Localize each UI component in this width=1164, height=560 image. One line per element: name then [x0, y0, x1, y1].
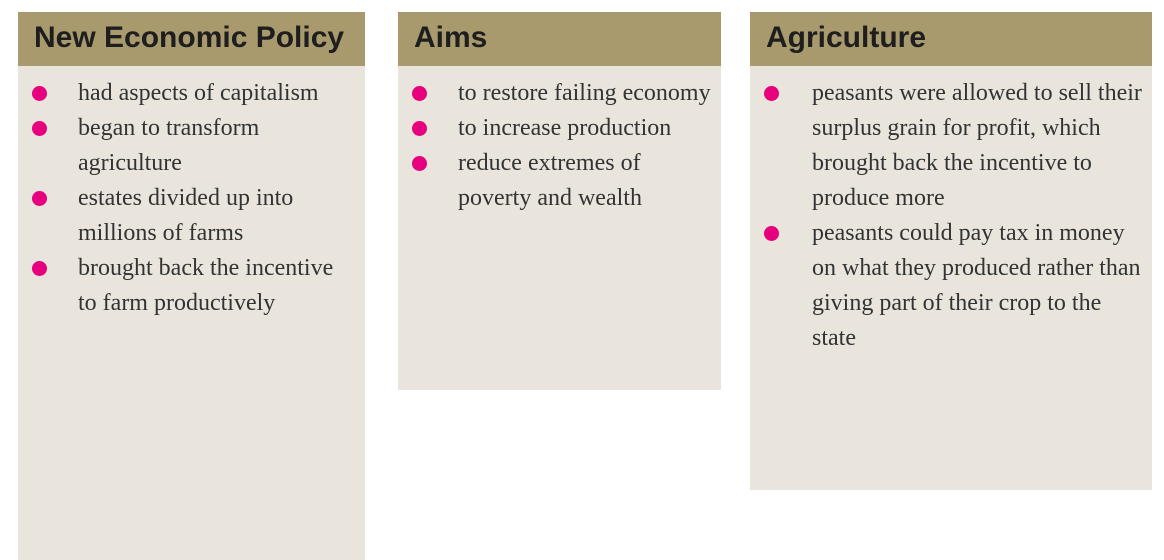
bullet-text: began to transform agriculture — [78, 115, 260, 176]
bullet-text: reduce extremes of poverty and wealth — [458, 150, 642, 211]
bullet — [32, 261, 47, 276]
info-box: New Economic Policy had aspects of capita… — [18, 12, 365, 560]
bullet — [764, 86, 779, 101]
bullet-list: peasants were allowed to sell their surp… — [750, 66, 1152, 356]
bullet — [764, 226, 779, 241]
bullet — [32, 191, 47, 206]
bullet-text: estates divided up into millions of farm… — [78, 185, 294, 246]
bullet-text: to restore failing economy — [458, 80, 711, 106]
bullet-item: to restore failing economy — [398, 76, 721, 111]
box-title: Agriculture — [750, 12, 1152, 66]
bullet-item: reduce extremes of poverty and wealth — [398, 146, 721, 216]
bullet-item: began to transform agriculture — [18, 111, 365, 181]
bullet-item: peasants could pay tax in money on what … — [750, 216, 1152, 356]
bullet-text: to increase production — [458, 115, 672, 141]
bullet — [412, 86, 427, 101]
box-title: Aims — [398, 12, 721, 66]
bullet-text: peasants were allowed to sell their surp… — [812, 80, 1142, 211]
bullet-text: peasants could pay tax in money on what … — [812, 220, 1141, 351]
bullet-item: to increase production — [398, 111, 721, 146]
bullet — [32, 86, 47, 101]
bullet-list: to restore failing economy to increase pr… — [398, 66, 721, 216]
bullet-text: brought back the incentive to farm produ… — [78, 255, 334, 316]
bullet-text: had aspects of capitalism — [78, 80, 319, 106]
info-box: Agriculture peasants were allowed to sell… — [750, 12, 1152, 490]
bullet-list: had aspects of capitalism began to transf… — [18, 66, 365, 321]
bullet-item: peasants were allowed to sell their surp… — [750, 76, 1152, 216]
bullet — [412, 156, 427, 171]
bullet — [412, 121, 427, 136]
bullet-item: brought back the incentive to farm produ… — [18, 251, 365, 321]
bullet-item: had aspects of capitalism — [18, 76, 365, 111]
bullet — [32, 121, 47, 136]
box-title: New Economic Policy — [18, 12, 365, 66]
info-box: Aims to restore failing economy to increas… — [398, 12, 721, 390]
bullet-item: estates divided up into millions of farm… — [18, 181, 365, 251]
